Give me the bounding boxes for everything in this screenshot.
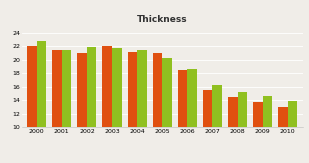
Bar — [153, 53, 162, 163]
Bar — [253, 102, 263, 163]
Bar — [178, 70, 187, 163]
Bar — [128, 52, 137, 163]
Bar — [137, 50, 147, 163]
Bar — [77, 53, 87, 163]
Bar — [52, 50, 62, 163]
Bar — [103, 46, 112, 163]
Bar — [87, 47, 96, 163]
Bar — [112, 48, 121, 163]
Bar — [162, 58, 172, 163]
Bar — [288, 101, 297, 163]
Bar — [213, 85, 222, 163]
Bar — [238, 92, 247, 163]
Bar — [278, 107, 288, 163]
Bar — [228, 97, 238, 163]
Bar — [37, 41, 46, 163]
Bar — [27, 46, 37, 163]
Bar — [263, 96, 272, 163]
Title: Thickness: Thickness — [137, 15, 188, 24]
Bar — [62, 50, 71, 163]
Bar — [187, 69, 197, 163]
Bar — [203, 90, 212, 163]
